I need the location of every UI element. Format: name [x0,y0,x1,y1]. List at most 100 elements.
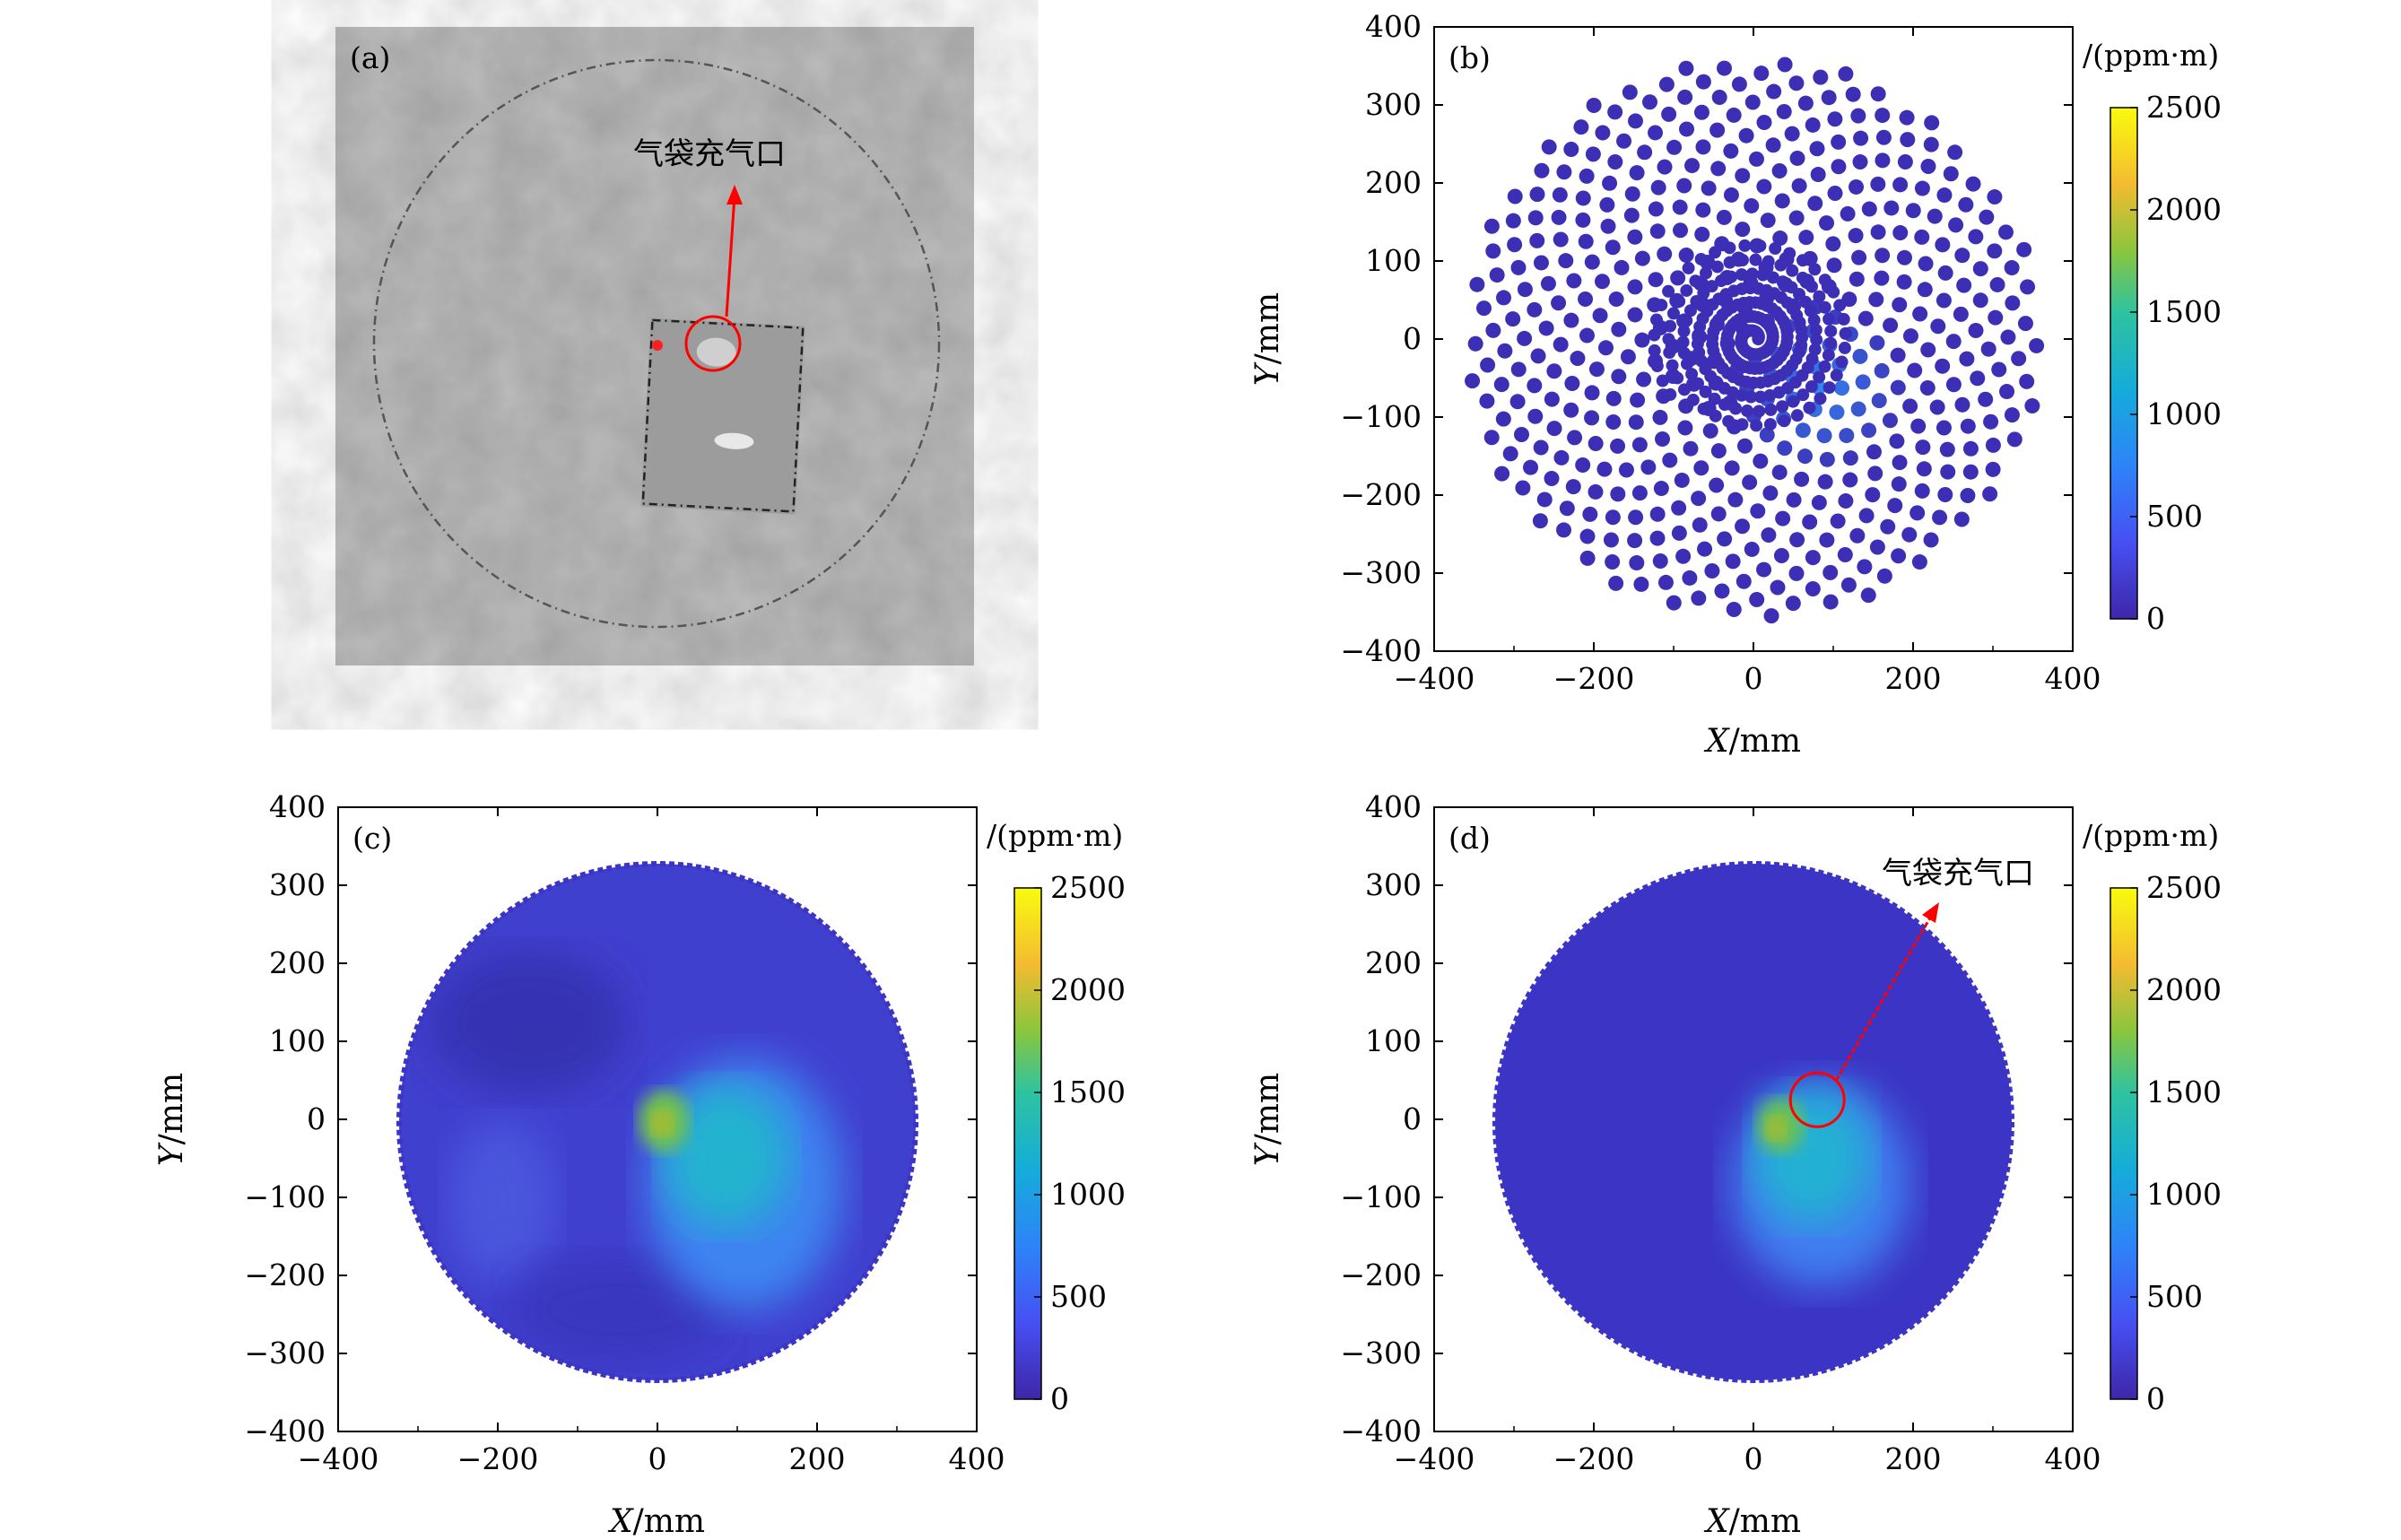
scatter-point [1693,104,1709,120]
scatter-point [1972,261,1988,277]
x-tick-label: 400 [2045,1441,2101,1476]
panel-c-colorbar-ticks: 2500 2000 1500 1000 500 0 [1034,870,1126,1416]
scatter-point [1736,254,1749,267]
scatter-point [1630,392,1646,408]
scatter-point [1887,498,1903,514]
scatter-point [1594,274,1610,290]
scatter-point [1671,371,1684,385]
scatter-point [1527,408,1544,424]
scatter-point [1673,295,1686,309]
scatter-point [1695,139,1711,155]
scatter-point [1817,474,1833,490]
scatter-point [1999,384,2015,400]
colorbar-tick-label: 1500 [2146,1075,2222,1109]
y-tick-label: −100 [1340,399,1422,434]
scatter-point [1850,401,1866,417]
y-tick-label: −300 [244,1336,326,1370]
scatter-point [1761,527,1777,544]
scatter-point [1735,388,1748,402]
scatter-point [1902,328,1918,344]
scatter-point [1678,247,1694,263]
scatter-point [1855,374,1871,390]
panel-b-colorbar-ticks: 2500 2000 1500 1000 500 0 [2130,90,2222,636]
scatter-point [1714,583,1730,599]
scatter-point [1680,314,1693,327]
scatter-point [1830,513,1846,529]
scatter-point [1798,230,1814,246]
scatter-point [1530,348,1546,364]
scatter-point [1771,465,1788,481]
colorbar-tick-label: 2000 [2146,972,2222,1007]
scatter-point [1896,274,1912,290]
panel-c-colorbar [1013,887,1042,1400]
scatter-point [1565,479,1581,495]
scatter-point [1532,513,1548,529]
scatter-point [1824,325,1838,338]
colorbar-tick-label: 2500 [2146,90,2222,125]
x-tick-label: 0 [1744,661,1763,696]
scatter-point [1822,348,1835,361]
scatter-point [1997,224,2014,240]
scatter-point [1559,500,1575,517]
scatter-point [1735,518,1751,535]
scatter-point [1735,268,1748,282]
scatter-point [1599,196,1615,213]
scatter-point [1914,229,1930,245]
scatter-point [1936,292,1952,309]
scatter-point [1513,427,1529,443]
scatter-point [1657,159,1673,175]
scatter-point [1661,106,1677,122]
scatter-point [1699,385,1712,398]
scatter-point [1585,146,1601,162]
scatter-point [1796,271,1809,284]
panel-d-xlabel-var: X [1703,1503,1730,1540]
scatter-point [1657,246,1673,262]
scatter-point [1695,202,1711,218]
red-dot-marker [652,340,663,351]
scatter-point [1762,255,1775,268]
scatter-point [1776,275,1789,289]
scatter-point [1985,461,2001,477]
scatter-point [1652,409,1668,425]
scatter-point [1711,90,1727,106]
scatter-point [1837,312,1850,326]
scatter-point [1857,310,1874,326]
scatter-point [1759,427,1775,443]
scatter-point [1509,394,1526,410]
scatter-point [1927,208,1943,224]
scatter-point [1842,472,1858,488]
scatter-point [1827,111,1843,127]
scatter-point [1745,267,1759,281]
scatter-point [1805,550,1821,566]
scatter-point [1954,396,1970,413]
scatter-point [1710,260,1724,274]
scatter-point [1600,218,1616,234]
y-tick-label: 400 [269,789,326,824]
colorbar-tick-label: 1500 [2146,294,2222,329]
scatter-point [1953,511,1970,527]
scatter-point [1623,207,1640,223]
y-tick-label: 200 [1365,165,1422,200]
scatter-point [1834,380,1850,396]
scatter-point [1774,258,1788,272]
scatter-point [1552,187,1568,203]
scatter-point [1605,414,1622,431]
scatter-point [1923,136,1939,152]
colorbar-tick-label: 2000 [2146,192,2222,227]
scatter-point [1756,115,1772,131]
panel-a-tag: (a) [350,40,390,75]
scatter-point [1842,450,1858,466]
scatter-point [1723,143,1739,159]
scatter-point [1750,419,1763,432]
scatter-point [1911,554,1927,570]
panel-d-inlet-circle [1788,1071,1846,1128]
y-tick-label: −400 [1340,1414,1422,1449]
scatter-point [1679,121,1695,137]
panel-d-colorbar-label: /(ppm·m) [2083,818,2219,853]
scatter-point [1744,541,1760,557]
scatter-point [1916,461,1932,477]
scatter-point [1592,308,1608,324]
scatter-point [1636,371,1652,387]
scatter-point [1876,568,1892,584]
scatter-point [1584,254,1600,270]
